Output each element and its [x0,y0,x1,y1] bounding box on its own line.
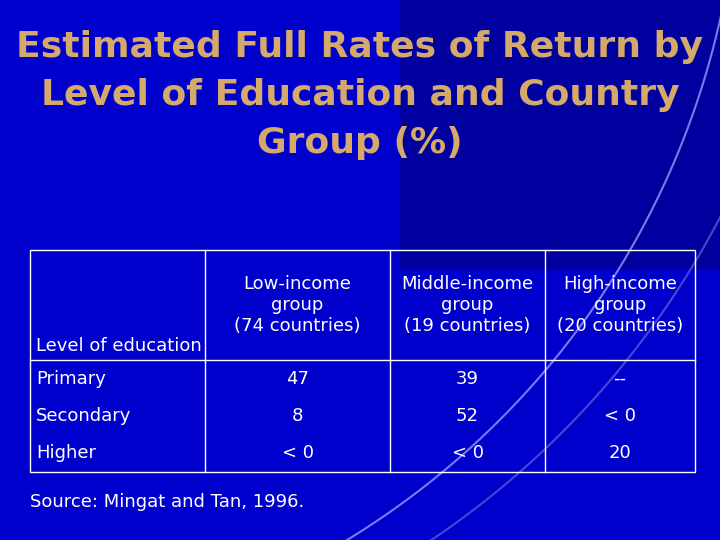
Text: Level of Education and Country: Level of Education and Country [41,78,679,112]
Text: Estimated Full Rates of Return by: Estimated Full Rates of Return by [17,30,703,64]
Text: High-income
group
(20 countries): High-income group (20 countries) [557,275,683,335]
Text: Group (%): Group (%) [257,126,463,160]
Text: Middle-income
group
(19 countries): Middle-income group (19 countries) [402,275,534,335]
Text: < 0: < 0 [604,407,636,425]
Text: < 0: < 0 [282,444,313,462]
Text: 20: 20 [608,444,631,462]
Text: Low-income
group
(74 countries): Low-income group (74 countries) [234,275,361,335]
Text: Level of education: Level of education [36,337,202,355]
Text: Primary: Primary [36,370,106,388]
Text: 39: 39 [456,370,479,388]
Bar [400,0,720,270]
Text: < 0: < 0 [451,444,484,462]
Text: 8: 8 [292,407,303,425]
Text: Source: Mingat and Tan, 1996.: Source: Mingat and Tan, 1996. [30,493,305,511]
Text: Higher: Higher [36,444,96,462]
Text: Secondary: Secondary [36,407,131,425]
Bar [30,250,695,472]
Text: 52: 52 [456,407,479,425]
Text: --: -- [613,370,626,388]
Text: 47: 47 [286,370,309,388]
